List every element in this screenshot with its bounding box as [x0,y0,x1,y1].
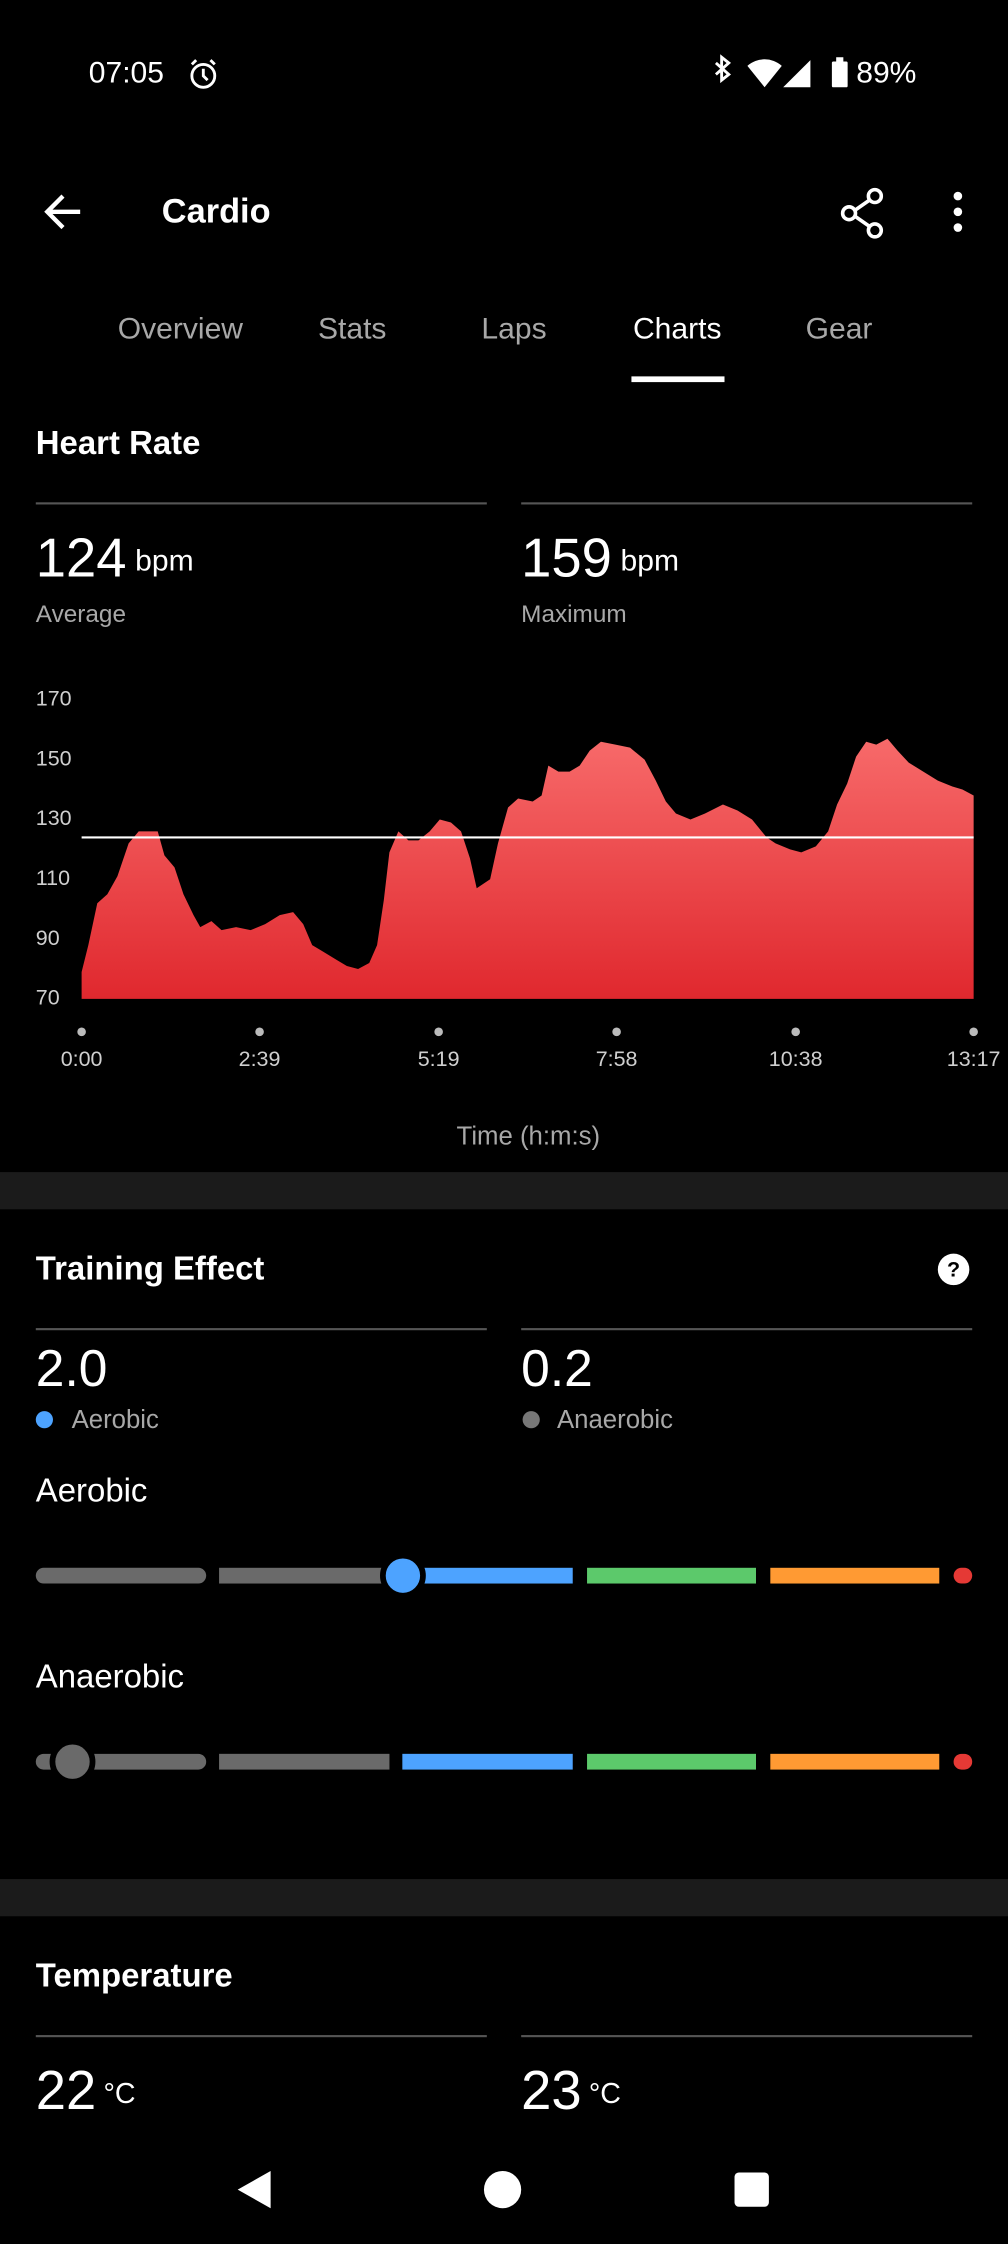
section-separator [0,1172,1008,1210]
status-icons [714,54,848,88]
slider-segment [402,1753,573,1770]
stat-value: 159 bpm [521,528,679,589]
stat-unit: °C [103,2078,135,2110]
slider-segment [35,1567,207,1584]
section-separator [0,1879,1008,1917]
alarm-icon [190,59,217,89]
stat-value: 124 bpm [36,528,194,589]
nav-recents[interactable] [734,2172,769,2207]
share-button[interactable] [840,187,884,239]
stat-label: Maximum [521,601,626,628]
clock: 07:05 [89,56,164,89]
x-tick-label: 7:58 [596,1047,638,1071]
heart-rate-chart: 70 90 110 130 150 170 0:00 2:39 5:19 7:58 10:38 13:… [36,686,1001,1071]
x-axis-title: Time (h:m:s) [457,1123,601,1151]
divider [521,502,973,505]
slider-segment [953,1567,973,1584]
y-tick-label: 130 [36,806,72,830]
stat-label: Anaerobic [557,1406,673,1434]
slider-segment [587,1567,756,1584]
section-title: Training Effect [36,1250,265,1287]
slider-knob [49,1738,96,1785]
stat-number: 22 [36,2061,96,2122]
slider-segment [587,1753,756,1770]
slider-segment [770,1753,940,1770]
tab[interactable]: Charts [633,313,722,346]
svg-text:?: ? [947,1258,960,1282]
section-title: Temperature [36,1957,233,1994]
help-button[interactable]: ? [937,1253,970,1286]
x-tick [434,1027,443,1037]
slider-knob [380,1552,426,1599]
tab[interactable]: Laps [481,313,546,346]
x-tick-label: 5:19 [418,1047,460,1071]
stat-label: Average [36,601,126,628]
x-tick-label: 10:38 [769,1047,823,1071]
y-tick-label: 170 [36,686,72,710]
stat-value: 22 °C [36,2061,136,2122]
slider-title: Anaerobic [36,1657,184,1694]
legend-dot [35,1411,53,1429]
tab[interactable]: Stats [318,313,387,346]
y-tick-label: 90 [36,926,60,950]
stat-number: 124 [36,528,127,589]
divider [521,1328,973,1331]
x-tick [969,1027,978,1037]
x-tick [255,1027,264,1037]
y-tick-label: 110 [36,866,70,890]
stat-label: Aerobic [72,1406,159,1434]
stat-value: 2.0 [36,1339,108,1397]
slider-segment [953,1753,973,1770]
slider-segment [219,1753,390,1770]
divider [35,2035,487,2038]
heart-rate-area [81,738,974,999]
nav-back[interactable] [237,2171,271,2209]
section-title: Heart Rate [36,424,201,461]
stat-value: 0.2 [521,1339,593,1397]
x-tick [77,1027,86,1037]
x-tick-label: 2:39 [239,1047,281,1071]
stat-value: 23 °C [521,2061,621,2122]
x-tick-label: 13:17 [947,1047,1001,1071]
divider [521,2035,973,2038]
divider [35,1328,487,1331]
slider-title: Aerobic [36,1471,148,1508]
stat-unit: bpm [135,544,193,577]
x-tick-label: 0:00 [61,1047,103,1071]
nav-home[interactable] [483,2171,522,2209]
tab-indicator [631,376,725,383]
stat-unit: °C [589,2078,621,2110]
slider-segment [402,1567,573,1584]
stat-number: 159 [521,528,612,589]
slider-segment [219,1567,390,1584]
tab[interactable]: Overview [118,313,244,346]
legend-dot [522,1411,540,1429]
divider [35,502,487,505]
menu-button[interactable] [953,191,963,232]
y-tick-label: 150 [36,746,72,770]
slider-segment [770,1567,940,1584]
battery: 89% [856,56,916,89]
stat-unit: bpm [621,544,679,577]
back-button[interactable] [44,194,81,230]
x-tick [612,1027,621,1037]
app-title: Cardio [162,192,271,230]
stat-number: 23 [521,2061,581,2122]
x-tick [791,1027,800,1037]
tab[interactable]: Gear [806,313,873,346]
y-tick-label: 70 [36,986,60,1010]
